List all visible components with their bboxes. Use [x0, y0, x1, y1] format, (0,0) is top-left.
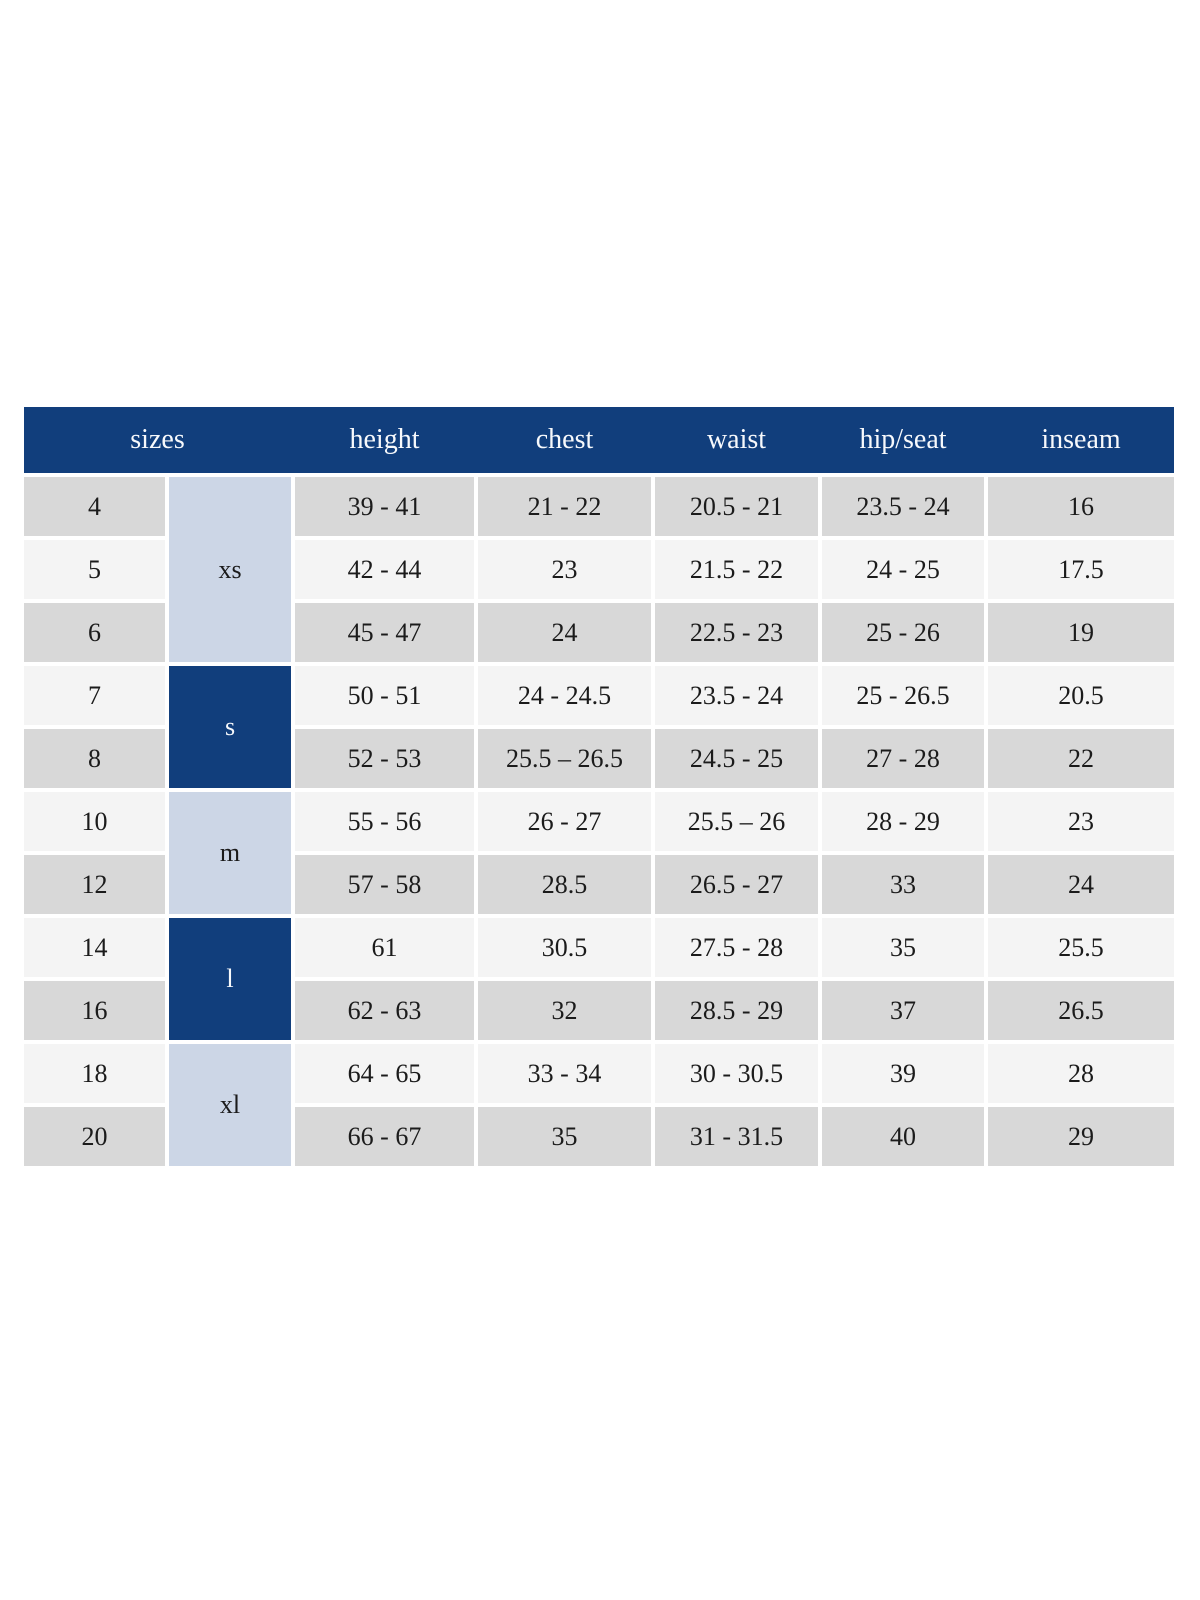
inseam-cell: 19: [988, 603, 1174, 662]
hip-seat-cell: 25 - 26: [822, 603, 984, 662]
header-cell-sizes: sizes: [130, 424, 185, 455]
chest-cell: 26 - 27: [478, 792, 651, 851]
hip-seat-cell: 35: [822, 918, 984, 977]
size-group-cell-xs: xs: [169, 477, 291, 662]
chest-cell: 30.5: [478, 918, 651, 977]
waist-cell: 31 - 31.5: [655, 1107, 818, 1166]
chest-cell: 25.5 – 26.5: [478, 729, 651, 788]
size-group-cell-m: m: [169, 792, 291, 914]
hip-seat-cell: 37: [822, 981, 984, 1040]
chest-cell: 32: [478, 981, 651, 1040]
waist-cell: 25.5 – 26: [655, 792, 818, 851]
size-cell: 8: [24, 729, 165, 788]
height-cell: 57 - 58: [295, 855, 474, 914]
chest-cell: 33 - 34: [478, 1044, 651, 1103]
hip-seat-cell: 24 - 25: [822, 540, 984, 599]
height-cell: 64 - 65: [295, 1044, 474, 1103]
height-cell: 55 - 56: [295, 792, 474, 851]
inseam-cell: 20.5: [988, 666, 1174, 725]
hip-seat-cell: 25 - 26.5: [822, 666, 984, 725]
waist-cell: 20.5 - 21: [655, 477, 818, 536]
height-cell: 62 - 63: [295, 981, 474, 1040]
size-cell: 7: [24, 666, 165, 725]
chest-cell: 23: [478, 540, 651, 599]
hip-seat-cell: 39: [822, 1044, 984, 1103]
inseam-cell: 25.5: [988, 918, 1174, 977]
header-cell-height: height: [349, 424, 420, 455]
hip-seat-cell: 23.5 - 24: [822, 477, 984, 536]
inseam-cell: 24: [988, 855, 1174, 914]
height-cell: 61: [295, 918, 474, 977]
chest-cell: 24 - 24.5: [478, 666, 651, 725]
waist-cell: 24.5 - 25: [655, 729, 818, 788]
size-cell: 10: [24, 792, 165, 851]
waist-cell: 28.5 - 29: [655, 981, 818, 1040]
size-cell: 20: [24, 1107, 165, 1166]
header-cell-waist: waist: [706, 424, 767, 455]
inseam-cell: 17.5: [988, 540, 1174, 599]
chest-cell: 35: [478, 1107, 651, 1166]
chest-cell: 28.5: [478, 855, 651, 914]
table-header-row: sizes height chest waist hip/seat inseam: [24, 407, 1174, 473]
height-cell: 42 - 44: [295, 540, 474, 599]
inseam-cell: 16: [988, 477, 1174, 536]
size-cell: 12: [24, 855, 165, 914]
waist-cell: 27.5 - 28: [655, 918, 818, 977]
height-cell: 50 - 51: [295, 666, 474, 725]
inseam-cell: 29: [988, 1107, 1174, 1166]
size-group-cell-xl: xl: [169, 1044, 291, 1166]
waist-cell: 30 - 30.5: [655, 1044, 818, 1103]
header-cell-chest: chest: [535, 424, 594, 455]
header-cell-inseam: inseam: [1041, 424, 1121, 455]
size-group-cell-s: s: [169, 666, 291, 788]
waist-cell: 22.5 - 23: [655, 603, 818, 662]
waist-cell: 23.5 - 24: [655, 666, 818, 725]
size-cell: 6: [24, 603, 165, 662]
inseam-cell: 28: [988, 1044, 1174, 1103]
size-cell: 16: [24, 981, 165, 1040]
chest-cell: 21 - 22: [478, 477, 651, 536]
inseam-cell: 23: [988, 792, 1174, 851]
header-cell-hip-seat: hip/seat: [859, 424, 947, 455]
size-cell: 14: [24, 918, 165, 977]
size-cell: 18: [24, 1044, 165, 1103]
size-cell: 5: [24, 540, 165, 599]
size-cell: 4: [24, 477, 165, 536]
size-group-cell-l: l: [169, 918, 291, 1040]
hip-seat-cell: 28 - 29: [822, 792, 984, 851]
waist-cell: 26.5 - 27: [655, 855, 818, 914]
height-cell: 66 - 67: [295, 1107, 474, 1166]
size-chart-table: sizes height chest waist hip/seat inseam…: [24, 407, 1174, 1229]
inseam-cell: 26.5: [988, 981, 1174, 1040]
hip-seat-cell: 40: [822, 1107, 984, 1166]
hip-seat-cell: 33: [822, 855, 984, 914]
chest-cell: 24: [478, 603, 651, 662]
waist-cell: 21.5 - 22: [655, 540, 818, 599]
height-cell: 39 - 41: [295, 477, 474, 536]
height-cell: 52 - 53: [295, 729, 474, 788]
hip-seat-cell: 27 - 28: [822, 729, 984, 788]
height-cell: 45 - 47: [295, 603, 474, 662]
inseam-cell: 22: [988, 729, 1174, 788]
